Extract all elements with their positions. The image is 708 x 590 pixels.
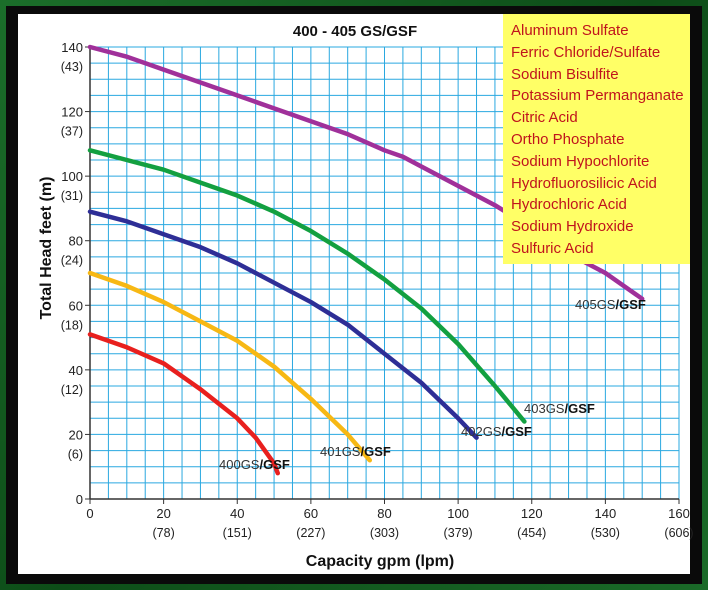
y-tick-label-metric: (24): [61, 254, 83, 268]
chemical-list-item: Hydrofluorosilicic Acid: [511, 174, 657, 192]
series-label-405gs: 405GS/GSF: [575, 297, 646, 312]
x-tick-label-metric: (78): [153, 526, 175, 540]
chemical-list-item: Potassium Permanganate: [511, 87, 684, 105]
y-tick-label-metric: (12): [61, 383, 83, 397]
y-tick-label: 60: [69, 298, 83, 313]
x-tick-label: 60: [304, 506, 318, 521]
chemical-list-item: Ortho Phosphate: [511, 130, 625, 148]
x-tick-label-metric: (227): [296, 526, 325, 540]
chemical-list-item: Aluminum Sulfate: [511, 22, 629, 39]
series-label-403gs: 403GS/GSF: [524, 401, 595, 416]
y-tick-label-metric: (37): [61, 125, 83, 139]
chemical-list-item: Sodium Bisulfite: [511, 65, 619, 83]
x-tick-label: 80: [377, 506, 391, 521]
x-tick-label-metric: (530): [591, 526, 620, 540]
x-tick-label: 40: [230, 506, 244, 521]
x-tick-label-metric: (303): [370, 526, 399, 540]
chemical-list-item: Sulfuric Acid: [511, 239, 594, 257]
series-label-402gs: 402GS/GSF: [461, 424, 532, 439]
chemical-list-item: Citric Acid: [511, 109, 578, 127]
chemical-list-items: Aluminum Sulfate Ferric Chloride/Sulfate S…: [511, 20, 690, 260]
x-tick-label-metric: (379): [444, 526, 473, 540]
x-tick-label-metric: (454): [517, 526, 546, 540]
y-axis-label: Total Head feet (m): [38, 177, 55, 320]
y-tick-label-metric: (18): [61, 318, 83, 332]
y-tick-label: 40: [69, 363, 83, 378]
x-axis-label: Capacity gpm (lpm): [306, 553, 454, 570]
y-tick-label: 100: [61, 169, 83, 184]
series-label-400gs: 400GS/GSF: [219, 457, 290, 472]
chemical-list-item: Hydrochloric Acid: [511, 196, 627, 214]
series-line-400gs: [87, 332, 280, 476]
y-tick-label: 140: [61, 40, 83, 55]
x-tick-label: 100: [447, 506, 469, 521]
x-tick-label: 0: [86, 506, 93, 521]
x-tick-label-metric: (151): [223, 526, 252, 540]
x-tick-label: 160: [668, 506, 690, 521]
series-line-403gs: [87, 148, 527, 424]
series-line-401gs: [87, 270, 373, 463]
x-tick-label: 140: [595, 506, 617, 521]
y-tick-label: 20: [69, 427, 83, 442]
y-tick-label-metric: (6): [68, 447, 83, 461]
x-tick-label: 120: [521, 506, 543, 521]
chemical-list-item: Sodium Hydroxide: [511, 218, 634, 236]
y-tick-label: 120: [61, 105, 83, 120]
series-label-401gs: 401GS/GSF: [320, 444, 391, 459]
chemical-list-item: Ferric Chloride/Sulfate: [511, 43, 661, 61]
chemical-list-item: Sodium Hypochlorite: [511, 152, 650, 170]
y-tick-label-metric: (31): [61, 189, 83, 203]
x-tick-label: 20: [156, 506, 170, 521]
x-tick-label-metric: (606): [664, 526, 693, 540]
y-tick-label: 80: [69, 234, 83, 249]
y-tick-label: 0: [76, 492, 83, 507]
y-tick-label-metric: (43): [61, 60, 83, 74]
chemical-list: Aluminum Sulfate Ferric Chloride/Sulfate S…: [503, 14, 690, 264]
series-line-402gs: [87, 209, 479, 440]
chart-title: 400 - 405 GS/GSF: [293, 23, 417, 40]
